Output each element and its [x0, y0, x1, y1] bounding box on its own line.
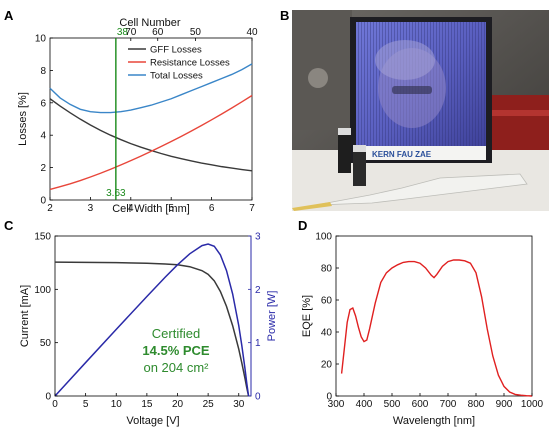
x-tick-label-a: 5: [168, 203, 174, 214]
series-line-total-losses: [49, 63, 253, 114]
pipette: [315, 173, 528, 206]
x-tick-label-a: 6: [209, 203, 215, 214]
certified-line-1: Certified: [152, 326, 200, 341]
y-tick-label-a: 6: [40, 98, 46, 109]
x-tick-label-d: 900: [496, 399, 513, 410]
series-group-c: [54, 243, 250, 397]
y-tick-label-d: 20: [321, 360, 333, 371]
marker-x-label: 3.63: [106, 188, 126, 199]
panel-label-b: B: [280, 8, 289, 23]
x-axis-label-a: Cell Width [mm]: [112, 203, 190, 215]
lab-equipment: [308, 68, 328, 88]
y-tick-label-a: 2: [40, 163, 46, 174]
x-tick-label-d: 400: [356, 399, 373, 410]
x-tick-label-c: 30: [233, 399, 245, 410]
series-line-eqe: [340, 259, 533, 397]
plot-frame-a: [49, 37, 253, 201]
x-tick-label-d: 300: [328, 399, 345, 410]
pipette-tip: [292, 202, 332, 211]
y-tick-label-c: 100: [34, 285, 51, 296]
x-tick-label-d: 500: [384, 399, 401, 410]
chart-d: 300 400 500 600 700 800 900 1000 0 20 40 60 80 100 Wa…: [301, 232, 544, 428]
y-axis-label-c: Current [mA]: [19, 285, 31, 347]
x-tick-label-c: 15: [141, 399, 153, 410]
cell-width-marker: 3.63 38: [106, 27, 128, 200]
y-axis-label-a: Losses [%]: [17, 92, 29, 146]
panel-label-d: D: [298, 218, 307, 233]
y-tick-label-d: 0: [326, 392, 332, 403]
y-tick-label-a: 10: [35, 34, 47, 45]
series-line-power: [54, 243, 250, 397]
series-line-resistance-losses: [49, 94, 253, 191]
y-tick-label-d: 100: [315, 232, 332, 243]
top-tick-label-a: 40: [246, 27, 258, 38]
y2-tick-label-c: 0: [255, 392, 261, 403]
axis-ticks-a: 2345670246810706050403020: [35, 27, 541, 214]
x-tick-label-a: 2: [47, 203, 53, 214]
x-tick-label-d: 600: [412, 399, 429, 410]
y-axis-label-d: EQE [%]: [301, 295, 313, 337]
y-tick-label-a: 4: [40, 131, 46, 142]
x-tick-label-a: 7: [249, 203, 255, 214]
legend-label: Resistance Losses: [150, 58, 230, 69]
legend-label: Total Losses: [150, 71, 203, 82]
y-tick-label-c: 150: [34, 232, 51, 243]
panel-label-c: C: [4, 218, 14, 233]
y-tick-label-a: 8: [40, 66, 46, 77]
y-tick-label-c: 50: [40, 338, 52, 349]
y-tick-label-d: 80: [321, 264, 333, 275]
series-line-gff-losses: [49, 98, 253, 172]
module-label-text: KERN FAU ZAE: [372, 150, 432, 159]
legend-a: GFF Losses Resistance Losses Total Losses: [128, 45, 230, 82]
vial-1: [338, 133, 351, 173]
top-tick-label-a: 50: [190, 27, 202, 38]
axis-ticks-c: 0 5 10 15 20 25 30 0 50 100 150 0 1 2 3: [34, 232, 261, 411]
x-tick-label-a: 3: [88, 203, 94, 214]
y2-tick-label-c: 2: [255, 285, 261, 296]
x-axis-label-d: Wavelength [nm]: [393, 415, 475, 427]
x-tick-label-c: 0: [52, 399, 58, 410]
legend-label: GFF Losses: [150, 45, 202, 56]
top-tick-label-a: 60: [152, 27, 164, 38]
y-tick-label-d: 40: [321, 328, 333, 339]
x-tick-label-d: 800: [468, 399, 485, 410]
marker-top-label: 38: [117, 27, 129, 38]
certified-line-2: 14.5% PCE: [142, 343, 210, 358]
x-tick-label-a: 4: [128, 203, 134, 214]
y-tick-label-a: 0: [40, 196, 46, 207]
chart-c: 0 5 10 15 20 25 30 0 50 100 150 0 1 2 3 Voltage [V] Cu…: [19, 232, 278, 428]
panel-label-a: A: [4, 8, 14, 23]
module-label-strip: [366, 146, 486, 160]
series-group-d: [340, 259, 533, 397]
axis-ticks-d: 300 400 500 600 700 800 900 1000 0 20 40 60 80 100: [315, 232, 543, 411]
y2-tick-label-c: 1: [255, 338, 261, 349]
x-tick-label-d: 700: [440, 399, 457, 410]
plot-frame-d: [335, 235, 533, 397]
top-tick-label-a: 70: [125, 27, 137, 38]
vial-2: [353, 150, 366, 186]
photo-panel-b: KERN FAU ZAE: [292, 10, 549, 211]
x-tick-label-c: 20: [172, 399, 184, 410]
y2-axis-label-c: Power [W]: [266, 291, 278, 342]
y2-tick-label-c: 3: [255, 232, 261, 243]
x-tick-label-d: 1000: [521, 399, 544, 410]
x-tick-label-c: 10: [111, 399, 123, 410]
x-tick-label-c: 5: [83, 399, 89, 410]
y-tick-label-c: 0: [45, 392, 51, 403]
y-tick-label-d: 60: [321, 296, 333, 307]
certified-line-3: on 204 cm²: [143, 360, 209, 375]
x-tick-label-c: 25: [203, 399, 215, 410]
series-line-current: [54, 261, 250, 397]
x-axis-label-c: Voltage [V]: [126, 415, 179, 427]
top-axis-label-a: Cell Number: [119, 17, 180, 29]
series-group-a: [49, 63, 253, 191]
